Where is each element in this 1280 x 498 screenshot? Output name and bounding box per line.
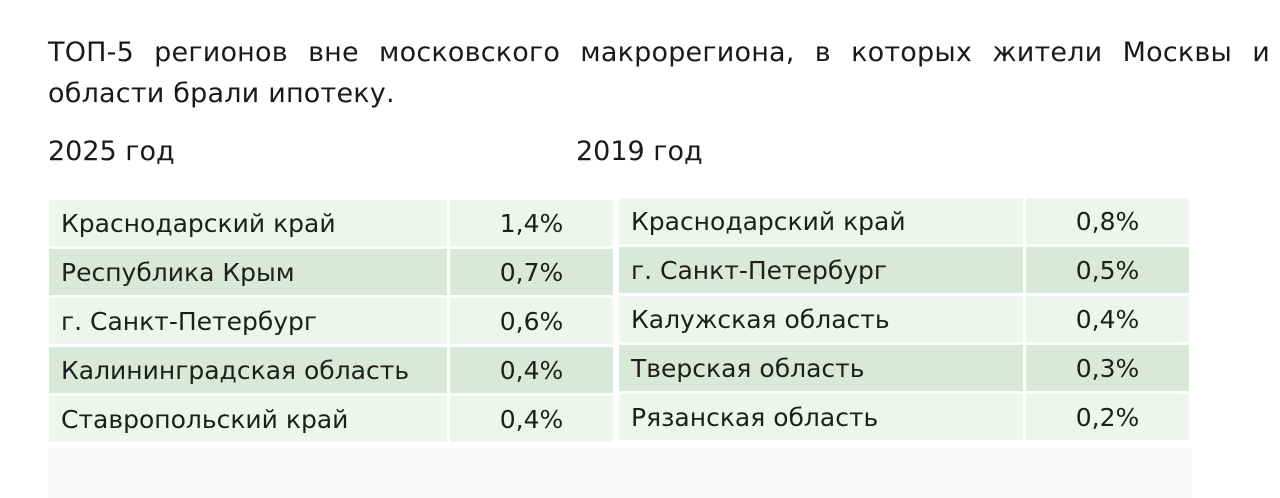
table-row: г. Санкт-Петербург 0,5% <box>619 247 1189 293</box>
region-name: Тверская область <box>619 345 1023 391</box>
year-label-2025: 2025 год <box>48 136 175 167</box>
region-share: 0,8% <box>1026 198 1189 244</box>
region-name: Калужская область <box>619 296 1023 342</box>
table-row: Рязанская область 0,2% <box>619 394 1189 440</box>
regions-table-2019: Краснодарский край 0,8% г. Санкт-Петербу… <box>616 195 1192 443</box>
table-row: Тверская область 0,3% <box>619 345 1189 391</box>
table-row: г. Санкт-Петербург 0,6% <box>49 298 613 344</box>
table-row: Краснодарский край 1,4% <box>49 200 613 246</box>
region-name: г. Санкт-Петербург <box>49 298 447 344</box>
region-name: Республика Крым <box>49 249 447 295</box>
table-row: Калининградская область 0,4% <box>49 347 613 393</box>
table-row: Республика Крым 0,7% <box>49 249 613 295</box>
region-share: 0,3% <box>1026 345 1189 391</box>
table-row: Калужская область 0,4% <box>619 296 1189 342</box>
region-share: 0,7% <box>450 249 613 295</box>
region-share: 0,4% <box>450 396 613 442</box>
year-label-2019: 2019 год <box>576 136 703 167</box>
table-row: Ставропольский край 0,4% <box>49 396 613 442</box>
region-name: Краснодарский край <box>619 198 1023 244</box>
background-panel <box>48 448 1192 498</box>
region-share: 1,4% <box>450 200 613 246</box>
region-name: г. Санкт-Петербург <box>619 247 1023 293</box>
table-row: Краснодарский край 0,8% <box>619 198 1189 244</box>
region-share: 0,4% <box>1026 296 1189 342</box>
region-share: 0,2% <box>1026 394 1189 440</box>
region-share: 0,6% <box>450 298 613 344</box>
region-name: Калининградская область <box>49 347 447 393</box>
region-share: 0,5% <box>1026 247 1189 293</box>
region-name: Ставропольский край <box>49 396 447 442</box>
page-title: ТОП-5 регионов вне московского макрореги… <box>48 37 1270 109</box>
region-name: Краснодарский край <box>49 200 447 246</box>
regions-table-2025: Краснодарский край 1,4% Республика Крым … <box>46 197 616 445</box>
region-share: 0,4% <box>450 347 613 393</box>
region-name: Рязанская область <box>619 394 1023 440</box>
